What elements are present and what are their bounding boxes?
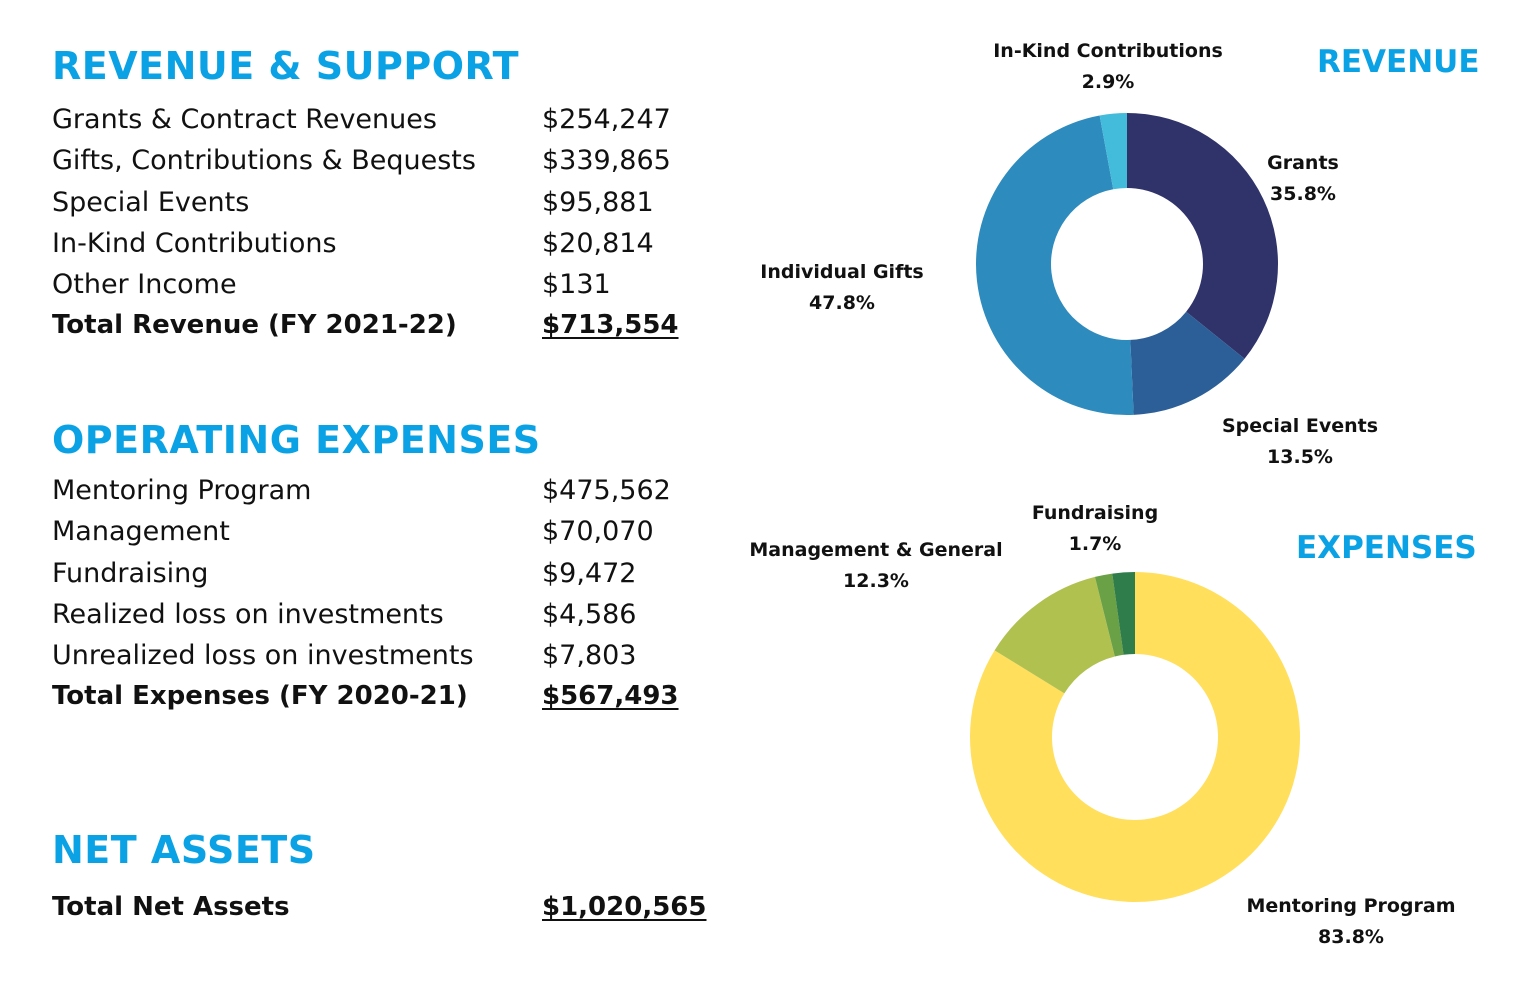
slice-label-value: 1.7% (1068, 533, 1122, 555)
slice-label-name: Special Events (1221, 415, 1379, 437)
expense-row-label: Fundraising (52, 557, 209, 589)
expenses-chart-title: EXPENSES (1296, 530, 1477, 566)
expense-row: Mentoring Program $475,562 (52, 475, 732, 516)
revenue-row-label: Other Income (52, 269, 237, 301)
expense-slice-label-management: Management & General 12.3% (749, 535, 1002, 597)
expenses-slice-unlabeled-3 (1112, 572, 1135, 655)
revenue-total-row: Total Revenue (FY 2021-22) $713,554 (52, 310, 732, 351)
expense-row-amount: $7,803 (542, 640, 637, 672)
slice-label-value: 13.5% (1267, 446, 1333, 468)
expenses-slice-management-general-1 (994, 576, 1115, 694)
revenue-row: In-Kind Contributions $20,814 (52, 228, 732, 269)
slice-label-name: In-Kind Contributions (993, 40, 1223, 62)
expense-row: Realized loss on investments $4,586 (52, 599, 732, 640)
revenue-total-label: Total Revenue (FY 2021-22) (52, 310, 457, 341)
expenses-table: Mentoring Program $475,562 Management $70,… (52, 475, 732, 723)
revenue-slice-grants-0 (1127, 113, 1279, 359)
net-assets-heading: NET ASSETS (52, 828, 316, 872)
expenses-total-amount: $567,493 (542, 681, 679, 712)
revenue-row: Other Income $131 (52, 269, 732, 310)
expense-slice-label-fundraising: Fundraising 1.7% (1032, 498, 1158, 560)
revenue-table: Grants & Contract Revenues $254,247 Gifts… (52, 104, 732, 352)
slice-label-name: Individual Gifts (760, 261, 924, 283)
expense-row-amount: $4,586 (542, 598, 637, 630)
revenue-row: Grants & Contract Revenues $254,247 (52, 104, 732, 145)
revenue-heading: REVENUE & SUPPORT (52, 44, 520, 88)
slice-label-value: 2.9% (1081, 71, 1135, 93)
slice-label-name: Grants (1267, 152, 1339, 174)
expense-row-amount: $9,472 (542, 557, 637, 589)
revenue-row-label: Special Events (52, 186, 250, 218)
revenue-chart-title: REVENUE (1317, 44, 1480, 80)
revenue-slice-label-grants: Grants 35.8% (1267, 148, 1339, 210)
revenue-slice-label-in-kind: In-Kind Contributions 2.9% (993, 36, 1223, 98)
slice-label-name: Fundraising (1031, 502, 1159, 524)
net-assets-total-amount: $1,020,565 (542, 892, 707, 922)
expenses-slice-fundraising-2 (1094, 573, 1124, 657)
revenue-row-amount: $95,881 (542, 186, 654, 218)
expense-row-label: Management (52, 516, 230, 548)
expense-row-label: Unrealized loss on investments (52, 640, 474, 672)
expense-row: Management $70,070 (52, 516, 732, 557)
slice-label-value: 35.8% (1270, 183, 1336, 205)
revenue-row-amount: $131 (542, 269, 611, 301)
revenue-row: Gifts, Contributions & Bequests $339,865 (52, 145, 732, 186)
slice-label-value: 47.8% (809, 292, 875, 314)
expense-row-amount: $70,070 (542, 516, 654, 548)
net-assets-total-row: Total Net Assets $1,020,565 (52, 892, 732, 933)
slice-label-name: Mentoring Program (1246, 895, 1456, 917)
expense-row-label: Realized loss on investments (52, 598, 444, 630)
revenue-total-amount: $713,554 (542, 310, 679, 341)
revenue-slice-in-kind-contributions-3 (1099, 113, 1127, 190)
net-assets-total-label: Total Net Assets (52, 892, 290, 922)
expenses-heading: OPERATING EXPENSES (52, 418, 541, 462)
net-assets-table: Total Net Assets $1,020,565 (52, 892, 732, 933)
expense-row: Unrealized loss on investments $7,803 (52, 640, 732, 681)
revenue-row-amount: $20,814 (542, 227, 654, 259)
expenses-slice-mentoring-program-0 (970, 572, 1301, 902)
revenue-slice-special-events-1 (1130, 311, 1245, 415)
revenue-slice-individual-gifts-2 (976, 115, 1134, 416)
slice-label-name: Management & General (749, 539, 1003, 561)
expense-slice-label-mentoring: Mentoring Program 83.8% (1246, 891, 1455, 953)
revenue-row-label: Gifts, Contributions & Bequests (52, 145, 476, 177)
revenue-row-label: Grants & Contract Revenues (52, 104, 437, 135)
slice-label-value: 83.8% (1318, 926, 1384, 948)
expenses-total-row: Total Expenses (FY 2020-21) $567,493 (52, 681, 732, 722)
expense-row-amount: $475,562 (542, 475, 671, 506)
expenses-total-label: Total Expenses (FY 2020-21) (52, 681, 468, 712)
expense-row: Fundraising $9,472 (52, 558, 732, 599)
revenue-row: Special Events $95,881 (52, 187, 732, 228)
revenue-row-label: In-Kind Contributions (52, 227, 337, 259)
expense-row-label: Mentoring Program (52, 475, 312, 506)
revenue-row-amount: $339,865 (542, 145, 671, 177)
revenue-slice-label-individual-gifts: Individual Gifts 47.8% (760, 257, 923, 319)
slice-label-value: 12.3% (843, 570, 909, 592)
revenue-slice-label-special-events: Special Events 13.5% (1222, 411, 1378, 473)
revenue-row-amount: $254,247 (542, 104, 671, 135)
